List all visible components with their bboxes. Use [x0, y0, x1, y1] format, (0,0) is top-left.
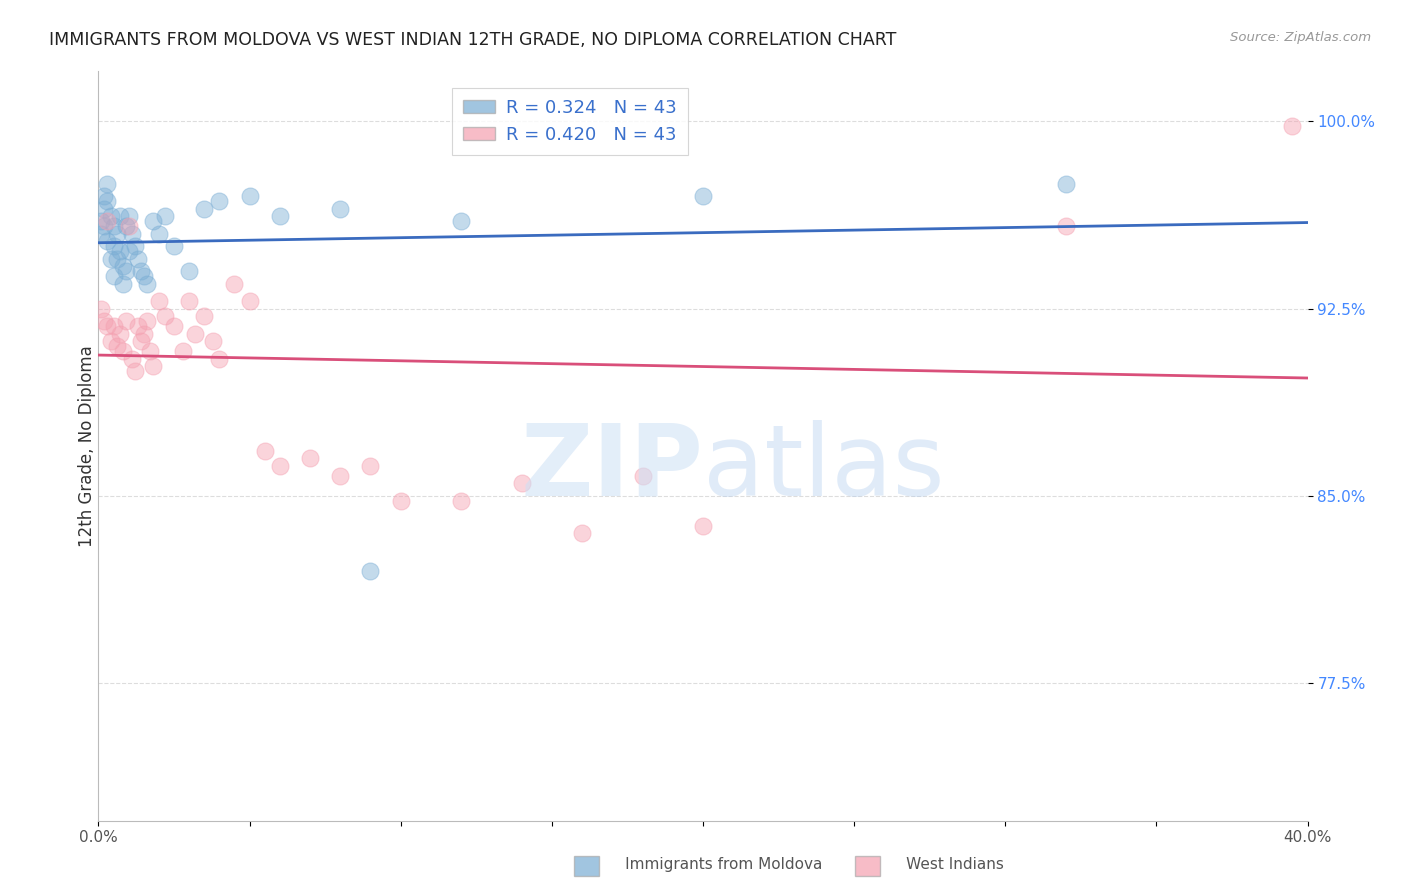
Point	[184, 326, 207, 341]
Point	[571, 526, 593, 541]
Point	[135, 277, 157, 291]
Text: West Indians: West Indians	[872, 857, 1004, 872]
Point	[631, 469, 654, 483]
Point	[269, 209, 291, 223]
Point	[118, 209, 141, 223]
Point	[202, 334, 225, 348]
Point	[93, 189, 115, 203]
Point	[93, 314, 115, 328]
Point	[96, 214, 118, 228]
Point	[111, 277, 134, 291]
Point	[105, 339, 128, 353]
Point	[179, 264, 201, 278]
Point	[103, 319, 125, 334]
Point	[90, 301, 112, 316]
Text: atlas: atlas	[703, 420, 945, 517]
Point	[163, 239, 186, 253]
Point	[100, 252, 122, 266]
Point	[132, 326, 155, 341]
Point	[329, 469, 352, 483]
Text: Source: ZipAtlas.com: Source: ZipAtlas.com	[1230, 31, 1371, 45]
Point	[239, 189, 262, 203]
Point	[253, 444, 276, 458]
Point	[111, 259, 134, 273]
Point	[299, 451, 322, 466]
Point	[692, 189, 714, 203]
Point	[179, 294, 201, 309]
Point	[105, 227, 128, 241]
Point	[96, 319, 118, 334]
Point	[129, 264, 152, 278]
Point	[139, 344, 162, 359]
Point	[90, 227, 112, 241]
Point	[163, 319, 186, 334]
Point	[450, 494, 472, 508]
Point	[127, 252, 149, 266]
Point	[193, 309, 215, 323]
Point	[93, 219, 115, 234]
Point	[510, 476, 533, 491]
Point	[153, 209, 176, 223]
Point	[172, 344, 194, 359]
Point	[208, 194, 231, 209]
Point	[450, 214, 472, 228]
Point	[208, 351, 231, 366]
Point	[1281, 120, 1303, 134]
Point	[1054, 177, 1077, 191]
Legend: R = 0.324   N = 43, R = 0.420   N = 43: R = 0.324 N = 43, R = 0.420 N = 43	[453, 88, 688, 154]
Point	[103, 239, 125, 253]
Point	[360, 564, 382, 578]
Point	[108, 326, 131, 341]
Point	[127, 319, 149, 334]
Point	[114, 264, 136, 278]
Point	[142, 214, 165, 228]
Point	[118, 244, 141, 259]
Point	[135, 314, 157, 328]
Point	[105, 252, 128, 266]
Y-axis label: 12th Grade, No Diploma: 12th Grade, No Diploma	[79, 345, 96, 547]
Point	[108, 244, 131, 259]
Point	[90, 214, 112, 228]
Point	[148, 294, 170, 309]
Point	[93, 202, 115, 216]
Point	[96, 234, 118, 248]
Point	[100, 209, 122, 223]
Text: Immigrants from Moldova: Immigrants from Moldova	[591, 857, 823, 872]
Point	[124, 239, 146, 253]
Point	[1054, 219, 1077, 234]
Point	[118, 219, 141, 234]
Point	[148, 227, 170, 241]
Point	[114, 314, 136, 328]
Point	[329, 202, 352, 216]
Point	[142, 359, 165, 373]
Point	[103, 269, 125, 284]
Point	[114, 219, 136, 234]
Point	[96, 177, 118, 191]
Point	[103, 219, 125, 234]
Point	[224, 277, 246, 291]
Point	[360, 458, 382, 473]
Point	[121, 351, 143, 366]
Point	[153, 309, 176, 323]
Point	[100, 334, 122, 348]
Point	[692, 519, 714, 533]
Point	[389, 494, 412, 508]
Point	[129, 334, 152, 348]
Point	[269, 458, 291, 473]
Text: ZIP: ZIP	[520, 420, 703, 517]
Point	[108, 209, 131, 223]
Point	[111, 344, 134, 359]
Point	[132, 269, 155, 284]
Point	[96, 194, 118, 209]
Point	[124, 364, 146, 378]
Point	[239, 294, 262, 309]
Point	[121, 227, 143, 241]
Text: IMMIGRANTS FROM MOLDOVA VS WEST INDIAN 12TH GRADE, NO DIPLOMA CORRELATION CHART: IMMIGRANTS FROM MOLDOVA VS WEST INDIAN 1…	[49, 31, 897, 49]
Point	[193, 202, 215, 216]
